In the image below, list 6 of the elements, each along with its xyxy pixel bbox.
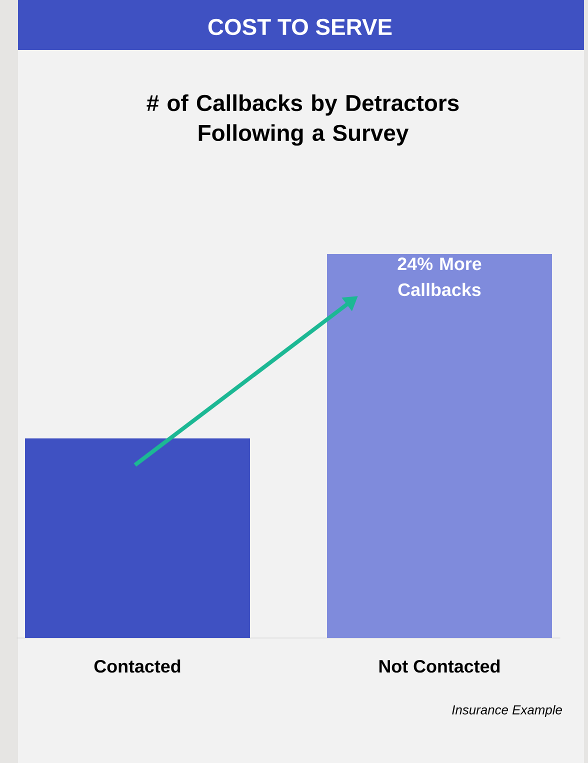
chart-subtitle: # of Callbacks by Detractors Following a Survey (146, 94, 459, 146)
chart-title: COST TO SERVE (208, 18, 392, 36)
annotation: 24% More Callbacks (398, 258, 482, 296)
x-tick-label: Not Contacted (379, 660, 500, 673)
text: Insurance Example (452, 704, 562, 718)
x-tick-label: Contacted (94, 660, 180, 673)
